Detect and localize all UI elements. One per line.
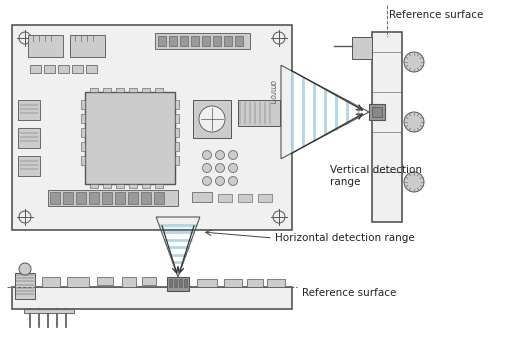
Bar xyxy=(116,88,124,92)
Bar xyxy=(28,35,63,57)
Bar xyxy=(175,100,179,109)
Bar xyxy=(90,88,98,92)
Circle shape xyxy=(403,112,423,132)
Text: Horizontal detection range: Horizontal detection range xyxy=(274,233,414,243)
Bar xyxy=(368,104,384,120)
Bar xyxy=(154,192,164,204)
Bar xyxy=(102,192,112,204)
Bar xyxy=(191,192,212,202)
Bar xyxy=(234,36,242,46)
Bar xyxy=(190,36,198,46)
Bar xyxy=(89,192,99,204)
Bar xyxy=(122,277,136,287)
Bar xyxy=(50,192,60,204)
Bar xyxy=(44,65,55,73)
Bar xyxy=(103,184,111,188)
Bar xyxy=(155,33,249,49)
Bar xyxy=(12,287,291,309)
Bar xyxy=(175,128,179,137)
Bar xyxy=(70,35,105,57)
Bar xyxy=(97,277,113,285)
Bar xyxy=(371,32,401,222)
Bar xyxy=(58,65,69,73)
Bar xyxy=(103,88,111,92)
Bar xyxy=(129,88,137,92)
Bar xyxy=(155,88,163,92)
Bar xyxy=(167,277,189,291)
Bar xyxy=(42,277,60,287)
Bar xyxy=(48,190,178,206)
Bar xyxy=(175,114,179,123)
Bar xyxy=(155,184,163,188)
Circle shape xyxy=(403,52,423,72)
Bar xyxy=(184,279,187,287)
Bar xyxy=(169,279,172,287)
Bar xyxy=(351,37,371,59)
Text: Reference surface: Reference surface xyxy=(388,10,482,20)
Bar xyxy=(115,192,125,204)
Bar xyxy=(81,128,85,137)
Bar xyxy=(81,156,85,165)
Bar xyxy=(158,36,166,46)
Circle shape xyxy=(215,151,224,159)
Bar xyxy=(63,192,73,204)
Bar xyxy=(116,184,124,188)
Bar xyxy=(218,194,231,202)
Bar xyxy=(201,36,210,46)
Circle shape xyxy=(202,176,211,186)
Bar xyxy=(81,142,85,151)
Bar xyxy=(246,279,263,287)
Bar xyxy=(142,277,156,285)
Bar xyxy=(18,128,40,148)
Circle shape xyxy=(19,263,31,275)
Bar xyxy=(224,279,241,287)
Bar xyxy=(18,100,40,120)
Bar xyxy=(142,184,149,188)
Bar xyxy=(90,184,98,188)
Circle shape xyxy=(403,172,423,192)
Circle shape xyxy=(215,176,224,186)
Bar xyxy=(371,107,381,117)
Bar xyxy=(30,65,41,73)
Bar xyxy=(81,100,85,109)
Bar xyxy=(24,309,74,313)
Circle shape xyxy=(228,176,237,186)
Bar xyxy=(129,184,137,188)
Circle shape xyxy=(202,151,211,159)
Bar xyxy=(67,277,89,287)
Bar xyxy=(72,65,83,73)
Bar xyxy=(237,100,279,126)
Bar xyxy=(224,36,231,46)
Bar xyxy=(18,156,40,176)
Bar xyxy=(169,36,177,46)
Bar xyxy=(76,192,86,204)
Circle shape xyxy=(202,163,211,172)
Bar xyxy=(174,279,177,287)
Circle shape xyxy=(198,106,225,132)
Bar xyxy=(15,273,35,299)
Bar xyxy=(237,194,251,202)
Bar xyxy=(81,114,85,123)
Bar xyxy=(192,100,231,138)
Circle shape xyxy=(215,163,224,172)
Bar xyxy=(12,25,291,230)
Bar xyxy=(85,92,175,184)
Bar xyxy=(267,279,284,287)
Text: omron: omron xyxy=(267,80,276,105)
Text: Vertical detection
range: Vertical detection range xyxy=(329,165,421,187)
Bar xyxy=(175,156,179,165)
Bar xyxy=(175,142,179,151)
Bar xyxy=(142,88,149,92)
Bar xyxy=(128,192,138,204)
Circle shape xyxy=(228,163,237,172)
Bar xyxy=(196,279,217,287)
Text: Reference surface: Reference surface xyxy=(301,288,395,298)
Circle shape xyxy=(228,151,237,159)
Bar xyxy=(258,194,272,202)
Bar xyxy=(141,192,150,204)
Bar xyxy=(180,36,188,46)
Bar xyxy=(86,65,97,73)
Bar xyxy=(179,279,182,287)
Bar xyxy=(213,36,221,46)
